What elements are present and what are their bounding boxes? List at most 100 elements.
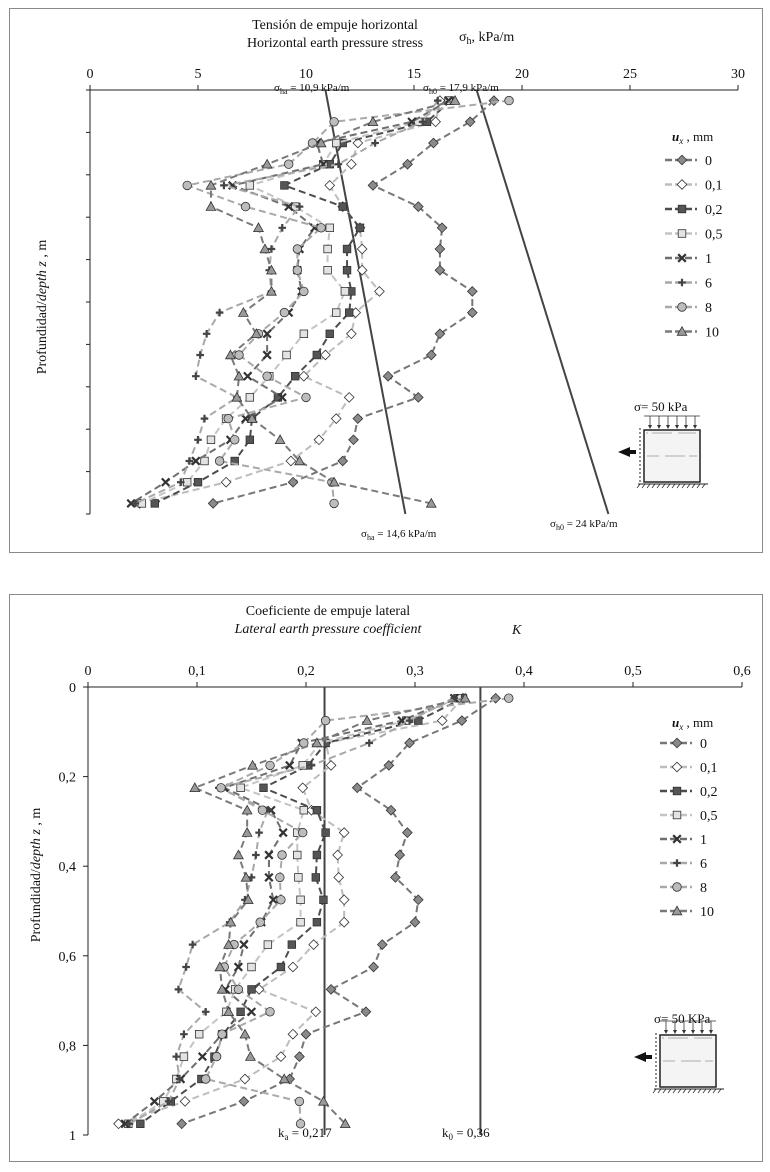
soil-dot — [683, 1060, 685, 1062]
data-point — [113, 1118, 124, 1130]
series-line — [139, 100, 441, 505]
soil-dot — [685, 1060, 687, 1062]
data-point — [405, 716, 414, 725]
legend-label: 0,5 — [700, 809, 718, 824]
data-point — [193, 477, 203, 487]
series-0,5 — [124, 694, 462, 1128]
data-point — [320, 349, 331, 361]
data-point — [284, 159, 294, 169]
x-axis-unit: σh, kPa/m — [459, 30, 514, 47]
soil-dot — [655, 455, 657, 457]
soil-dot — [668, 432, 670, 434]
x-axis-ticks: 0 5 10 15 20 25 30 — [87, 67, 745, 90]
legend-swatch-marker — [671, 761, 683, 773]
legend-swatch-marker — [672, 786, 682, 796]
data-point — [299, 805, 309, 815]
soil-dot — [690, 432, 692, 434]
data-point — [236, 1007, 245, 1016]
data-point — [275, 872, 285, 883]
data-point — [252, 222, 264, 233]
soil-dot — [647, 455, 649, 457]
load-arrow-head — [709, 1030, 713, 1034]
legend-entry: 0,5 — [660, 809, 718, 824]
data-point — [434, 243, 446, 255]
data-point — [180, 1030, 188, 1038]
data-point — [294, 873, 303, 882]
soil-dot — [646, 432, 648, 434]
hatch — [707, 1088, 712, 1094]
data-point — [176, 1118, 188, 1130]
hatch — [687, 1088, 692, 1094]
soil-dot — [679, 455, 681, 457]
data-point — [297, 782, 309, 794]
data-point — [164, 1097, 173, 1106]
data-point — [161, 477, 171, 487]
data-point — [365, 739, 374, 747]
soil-dot — [708, 1037, 710, 1039]
soil-dot — [677, 455, 679, 457]
legend-entry: 8 — [665, 301, 712, 316]
x-axis-ticks: 0 0,1 0,2 0,3 0,4 0,5 0,6 — [85, 664, 751, 687]
series-line — [118, 697, 464, 1125]
data-point — [278, 1073, 290, 1084]
data-point — [179, 1096, 191, 1107]
load-arrow-head — [673, 1030, 677, 1034]
soil-dot — [664, 432, 666, 434]
soil-dot — [665, 1060, 667, 1062]
soil-dot — [662, 1037, 664, 1039]
y-tick-label: 0,8 — [59, 1039, 77, 1054]
soil-dot — [669, 1060, 671, 1062]
data-point — [434, 328, 446, 340]
hatch — [676, 483, 681, 489]
data-point — [280, 181, 289, 190]
soil-dot — [691, 455, 693, 457]
data-point — [267, 245, 276, 253]
data-point — [333, 872, 345, 883]
data-point — [231, 391, 243, 402]
soil-dot — [666, 432, 668, 434]
data-point — [285, 760, 295, 770]
data-point — [338, 894, 350, 906]
hatch — [641, 483, 646, 489]
legend-label: 0,2 — [700, 785, 718, 800]
data-point — [300, 1028, 312, 1040]
legend-label: 0,5 — [705, 228, 723, 243]
x-tick-label: 0 — [87, 67, 94, 82]
data-point — [344, 308, 354, 317]
soil-dot — [674, 1037, 676, 1039]
legend-swatch-marker — [677, 302, 687, 312]
data-point — [214, 456, 225, 466]
soil-dot — [670, 432, 672, 434]
hatch — [697, 1088, 702, 1094]
soil-dot — [652, 432, 654, 434]
data-point — [262, 329, 272, 339]
data-point — [504, 693, 514, 703]
data-point — [412, 894, 424, 906]
data-point — [245, 181, 255, 190]
soil-dot — [681, 1060, 683, 1062]
soil-dot — [705, 1060, 707, 1062]
x-tick-label: 0,1 — [188, 664, 206, 679]
data-series — [113, 692, 514, 1130]
soil-dot — [693, 455, 695, 457]
data-point — [188, 940, 197, 949]
data-point — [211, 1051, 222, 1062]
data-point — [261, 158, 273, 169]
data-point — [404, 737, 415, 749]
data-point — [200, 414, 209, 423]
legend-entry: 6 — [665, 277, 712, 292]
y-tick-label: 0,4 — [59, 860, 77, 875]
data-point — [194, 1029, 204, 1039]
data-point — [356, 264, 368, 276]
y-tick-label: 0,6 — [59, 950, 77, 965]
annotation-k0: k0 = 0,36 — [442, 1125, 490, 1142]
legend: ux , mm 0 0,1 0,2 0,5 1 6 8 10 — [660, 715, 718, 920]
data-point — [371, 139, 379, 147]
data-point — [449, 94, 461, 105]
data-point — [504, 95, 514, 106]
legend-title: ux , mm — [672, 129, 713, 146]
data-point — [287, 961, 299, 973]
x-tick-label: 0 — [85, 664, 92, 679]
data-point — [338, 827, 350, 838]
series-0,1 — [134, 95, 446, 509]
